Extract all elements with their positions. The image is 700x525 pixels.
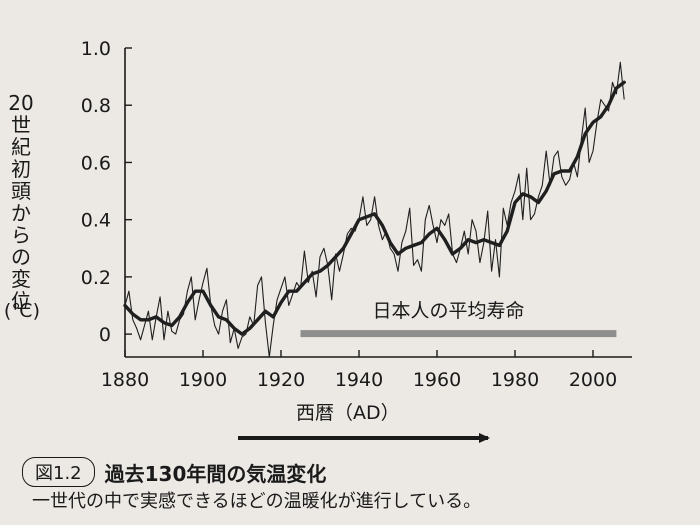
- y-tick-label: 0: [99, 324, 111, 346]
- y-axis-label-char: 20: [8, 91, 34, 115]
- y-axis-label-char: ら: [11, 223, 31, 247]
- lifespan-band: [300, 330, 617, 338]
- annual-temperature-line: [124, 61, 625, 358]
- y-axis-label-char: 頭: [11, 179, 31, 203]
- x-tick-label: 1880: [101, 369, 149, 391]
- x-tick-label: 1940: [335, 369, 383, 391]
- y-axis-label-char: の: [11, 245, 31, 269]
- y-axis-label-char: 位: [11, 289, 31, 313]
- lifespan-label: 日本人の平均寿命: [372, 300, 524, 322]
- x-tick-label: 1920: [257, 369, 305, 391]
- x-tick-label: 1960: [413, 369, 461, 391]
- x-tick-label: 1980: [491, 369, 539, 391]
- figure-number-badge: 図1.2: [22, 457, 95, 487]
- y-axis-label-char: 世: [11, 113, 31, 137]
- x-tick-label: 1900: [179, 369, 227, 391]
- figure-title: 過去130年間の気温変化: [104, 461, 327, 486]
- y-axis-label-char: 紀: [11, 135, 31, 159]
- figure-subtitle: 一世代の中で実感できるほどの温暖化が進行している。: [32, 491, 482, 512]
- y-axis-label-char: 初: [11, 157, 31, 181]
- y-tick-label: 1.0: [81, 38, 111, 60]
- y-axis-label-char: 変: [11, 267, 31, 291]
- y-tick-label: 0.2: [81, 267, 111, 289]
- figure-caption: 図1.2 過去130年間の気温変化: [22, 457, 326, 487]
- y-axis-label: 20 世紀初頭からの変位: [4, 92, 38, 312]
- y-tick-label: 0.4: [81, 210, 111, 232]
- y-axis-label-char: か: [11, 201, 31, 225]
- y-tick-label: 0.8: [81, 95, 111, 117]
- smoothed-trend-line: [123, 80, 626, 336]
- y-axis-unit: (℃): [3, 300, 41, 322]
- x-axis-label: 西暦（AD）: [296, 402, 400, 424]
- y-tick-label: 0.6: [81, 152, 111, 174]
- x-tick-label: 2000: [569, 369, 617, 391]
